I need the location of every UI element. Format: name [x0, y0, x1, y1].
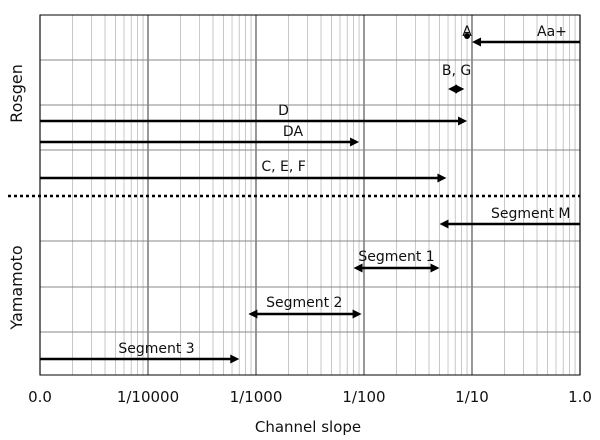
arrowhead — [439, 219, 449, 229]
arrowhead — [448, 84, 458, 94]
x-tick-label: 1/100 — [342, 388, 385, 406]
group-label: Rosgen — [7, 64, 26, 123]
x-tick-label: 1/1000 — [230, 388, 283, 406]
arrowhead — [350, 137, 360, 147]
range-labels: A Aa+ B, G D DA C, E, F Segment M Segment 1 Segm… — [118, 24, 570, 357]
range-arrow — [448, 84, 465, 94]
group-label: Yamamoto — [7, 245, 26, 330]
range-arrow — [464, 33, 471, 39]
range-arrow — [248, 309, 362, 319]
arrowhead — [437, 173, 447, 183]
range-label: Segment M — [491, 206, 571, 222]
range-point — [464, 33, 471, 39]
range-label: B, G — [442, 63, 471, 79]
range-arrow — [40, 173, 447, 183]
range-arrow — [40, 137, 360, 147]
range-arrow — [439, 219, 580, 229]
range-arrow — [353, 263, 440, 273]
x-tick-labels: 0.0 1/10000 1/1000 1/100 1/10 1.0 — [28, 388, 592, 406]
range-label: DA — [283, 124, 304, 140]
range-arrow — [40, 354, 240, 364]
x-tick-label: 0.0 — [28, 388, 52, 406]
range-arrow — [40, 116, 468, 126]
arrowhead — [353, 263, 363, 273]
range-arrows — [40, 33, 580, 364]
range-label: A — [462, 24, 472, 40]
group-labels: Rosgen Yamamoto — [7, 64, 26, 330]
range-label: Aa+ — [537, 24, 567, 40]
row-gridlines — [40, 59, 580, 333]
range-label: Segment 1 — [358, 249, 434, 265]
arrowhead — [458, 116, 468, 126]
arrowhead — [472, 37, 481, 47]
range-label: Segment 3 — [118, 341, 194, 357]
range-label: D — [278, 103, 289, 119]
arrowhead — [248, 309, 258, 319]
x-tick-label: 1/10 — [455, 388, 489, 406]
x-tick-label: 1.0 — [568, 388, 592, 406]
range-label: Segment 2 — [266, 295, 342, 311]
arrowhead — [430, 263, 440, 273]
arrowhead — [230, 354, 240, 364]
x-tick-label: 1/10000 — [117, 388, 179, 406]
range-arrow — [472, 37, 580, 47]
range-label: C, E, F — [261, 159, 305, 175]
arrowhead — [455, 84, 465, 94]
arrowhead — [352, 309, 362, 319]
x-axis-label: Channel slope — [255, 418, 361, 436]
